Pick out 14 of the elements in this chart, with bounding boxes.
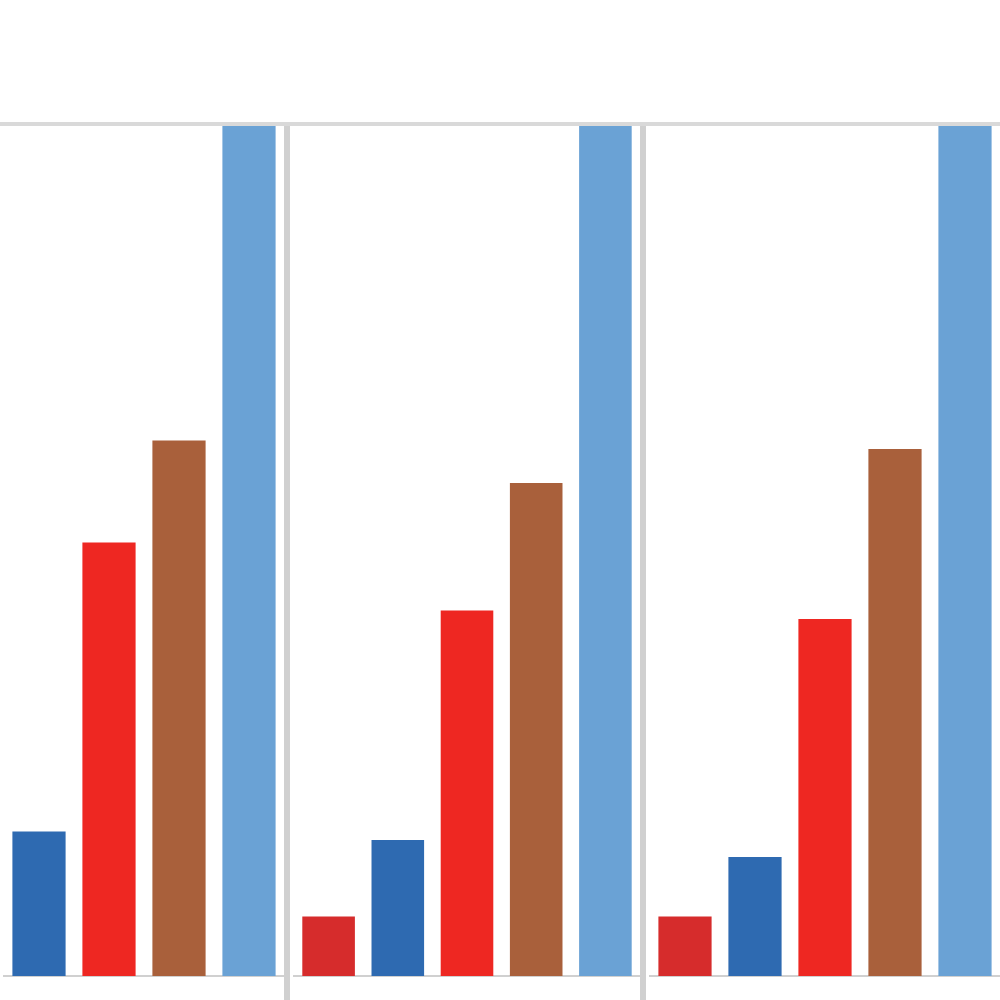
bar <box>509 483 563 976</box>
bar <box>371 840 425 976</box>
bar <box>938 126 992 976</box>
bar <box>222 126 276 976</box>
bar <box>82 542 136 976</box>
bar <box>728 857 782 976</box>
bar <box>12 831 66 976</box>
bar <box>302 916 355 976</box>
bar <box>579 126 632 976</box>
bar <box>152 440 206 976</box>
bar <box>868 449 922 976</box>
bar <box>798 619 852 976</box>
bar <box>658 916 712 976</box>
bar <box>440 610 494 976</box>
